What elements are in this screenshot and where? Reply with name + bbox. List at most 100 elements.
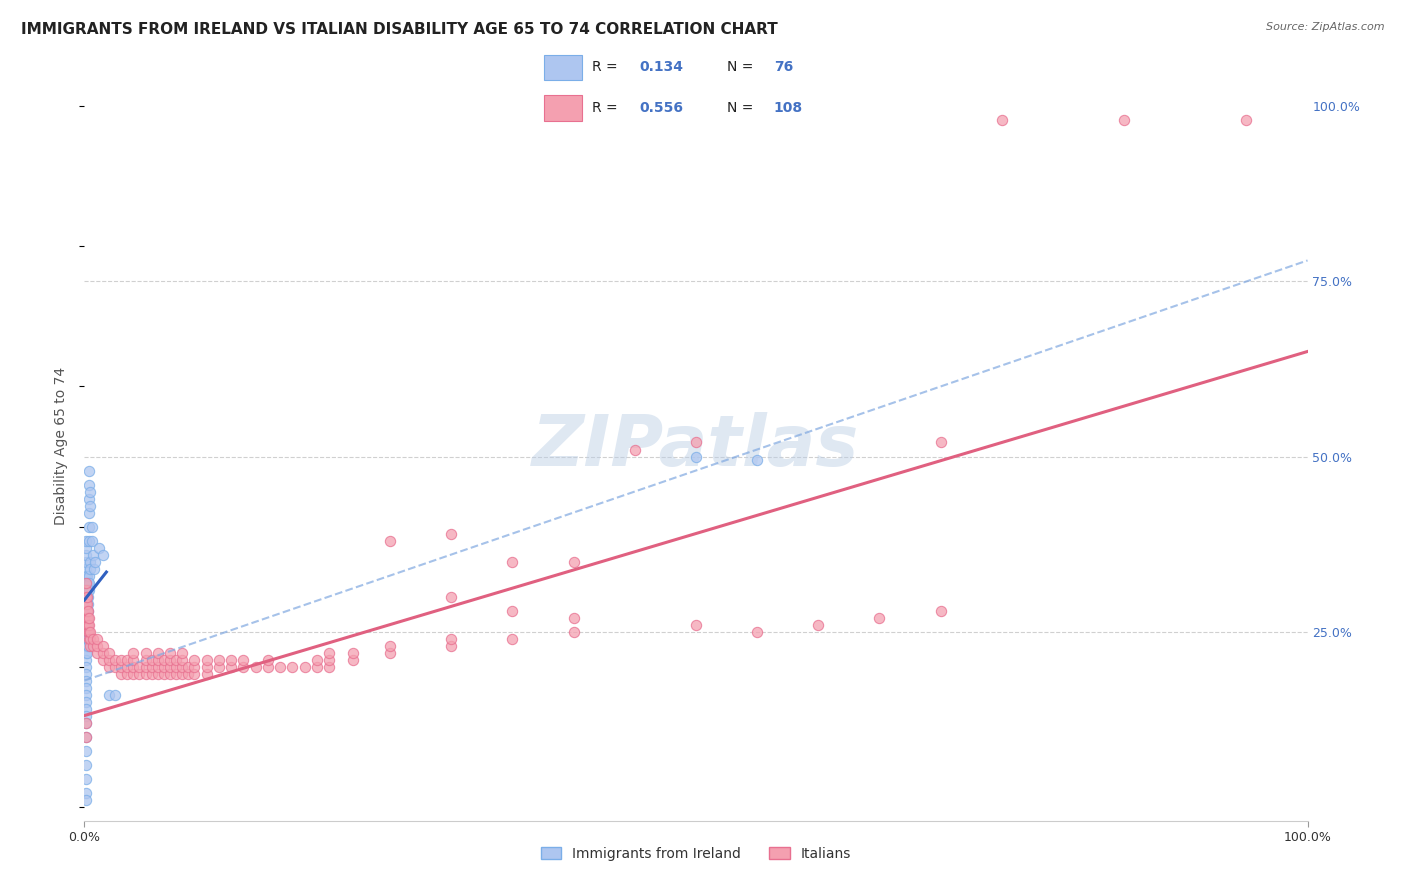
Point <box>141 666 163 681</box>
Point <box>77 477 100 491</box>
Point <box>141 652 163 666</box>
Point <box>502 555 524 569</box>
Point <box>97 659 120 673</box>
Point <box>86 646 108 660</box>
Point <box>380 533 402 548</box>
Point <box>104 688 127 702</box>
Point <box>91 548 114 562</box>
Point <box>76 646 98 660</box>
Point <box>257 659 280 673</box>
Point <box>79 555 101 569</box>
Point <box>75 617 97 632</box>
Text: R =: R = <box>592 101 617 115</box>
Point <box>79 499 101 513</box>
Point <box>165 659 187 673</box>
Point <box>91 652 114 666</box>
Point <box>75 632 97 646</box>
Point <box>77 519 100 533</box>
Point <box>195 652 218 666</box>
Point <box>128 659 150 673</box>
Point <box>77 568 100 582</box>
Point <box>257 652 280 666</box>
Point <box>135 646 157 660</box>
Point <box>75 786 97 800</box>
Point <box>76 575 98 590</box>
Legend: Immigrants from Ireland, Italians: Immigrants from Ireland, Italians <box>534 841 858 866</box>
Point <box>75 673 97 688</box>
Point <box>97 646 120 660</box>
Point <box>75 695 97 709</box>
Point <box>79 484 101 499</box>
Point <box>135 659 157 673</box>
Point <box>75 590 97 604</box>
Point <box>82 632 104 646</box>
Point <box>77 491 100 506</box>
Point <box>75 646 97 660</box>
Point <box>172 652 194 666</box>
Point <box>177 659 200 673</box>
Point <box>685 435 707 450</box>
Point <box>183 666 205 681</box>
Point <box>165 652 187 666</box>
Point <box>77 603 100 617</box>
Point <box>77 575 100 590</box>
Point <box>747 453 769 467</box>
Point <box>75 715 97 730</box>
Point <box>76 590 98 604</box>
Point <box>82 548 104 562</box>
Point <box>84 555 107 569</box>
Point <box>77 617 100 632</box>
Point <box>75 708 97 723</box>
Point <box>86 639 108 653</box>
Point <box>75 533 97 548</box>
Point <box>159 659 181 673</box>
Point <box>440 590 463 604</box>
Point <box>75 792 97 806</box>
Point <box>502 603 524 617</box>
FancyBboxPatch shape <box>544 54 582 80</box>
Point <box>146 659 169 673</box>
Text: ZIPatlas: ZIPatlas <box>533 411 859 481</box>
Point <box>562 624 585 639</box>
Point <box>807 617 830 632</box>
Point <box>75 666 97 681</box>
Point <box>75 590 97 604</box>
Point <box>869 610 891 624</box>
Point <box>75 701 97 715</box>
Point <box>135 666 157 681</box>
Point <box>77 632 100 646</box>
Point <box>75 575 97 590</box>
Point <box>146 652 169 666</box>
Point <box>177 666 200 681</box>
Point <box>562 610 585 624</box>
Point <box>122 666 145 681</box>
Point <box>195 666 218 681</box>
Point <box>115 659 138 673</box>
Point <box>232 652 254 666</box>
Text: N =: N = <box>727 61 754 74</box>
Point <box>153 652 176 666</box>
Point <box>75 597 97 611</box>
Point <box>685 450 707 464</box>
Point <box>122 659 145 673</box>
Point <box>115 666 138 681</box>
Point <box>77 463 100 477</box>
Point <box>76 603 98 617</box>
Point <box>77 575 100 590</box>
Point <box>342 652 364 666</box>
Point <box>159 652 181 666</box>
Text: 0.556: 0.556 <box>638 101 683 115</box>
Point <box>153 659 176 673</box>
Point <box>79 561 101 575</box>
Point <box>183 659 205 673</box>
Point <box>79 624 101 639</box>
Point <box>77 624 100 639</box>
Point <box>146 666 169 681</box>
Point <box>122 652 145 666</box>
Point <box>128 666 150 681</box>
Point <box>75 555 97 569</box>
Point <box>77 603 100 617</box>
Point <box>122 646 145 660</box>
Point <box>380 646 402 660</box>
Point <box>76 582 98 597</box>
